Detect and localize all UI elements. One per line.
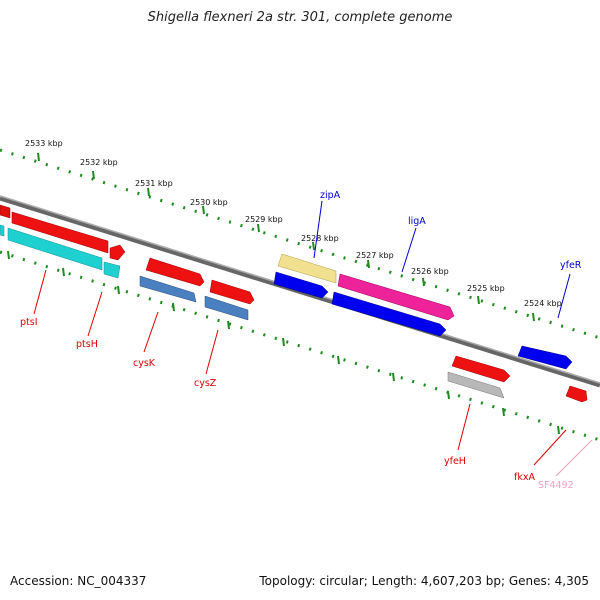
major-ticks bbox=[37, 152, 535, 322]
gene-labels: ptsI ptsH cysK cysZ zipA ligA yfeR yfeH fkxASF44… bbox=[20, 190, 593, 491]
gene-label-yfeH[interactable]: yfeH bbox=[444, 456, 466, 467]
gene-arrow-yfeH-red[interactable] bbox=[451, 355, 511, 383]
scale-tick bbox=[92, 170, 95, 180]
gene-arrow-yfeH[interactable] bbox=[447, 371, 505, 399]
gene-leader-line bbox=[401, 227, 417, 273]
gene-label-SF4492[interactable]: SF4492 bbox=[538, 480, 574, 491]
scale-tick-label: 2528 kbp bbox=[301, 234, 339, 243]
gene-arrow-cysZ-red[interactable] bbox=[209, 279, 255, 305]
scale-tick bbox=[37, 152, 40, 162]
gene-arrow-cysZ[interactable] bbox=[204, 295, 249, 321]
lower-scale-tick bbox=[117, 285, 120, 295]
scale-tick-label: 2533 kbp bbox=[25, 139, 63, 148]
lower-scale-tick bbox=[337, 355, 340, 365]
gene-arrow-yfeR[interactable] bbox=[517, 345, 573, 370]
gene-arrow-cysK[interactable] bbox=[139, 275, 197, 303]
topology-label: Topology: circular; Length: 4,607,203 bp… bbox=[259, 574, 589, 588]
scale-tick bbox=[202, 205, 205, 215]
scale-tick bbox=[477, 295, 480, 305]
lower-scale-tick bbox=[392, 372, 395, 382]
lower-scale-tick bbox=[7, 250, 10, 260]
gene-arrow-cyan-3[interactable] bbox=[103, 261, 121, 279]
gene-leader-line bbox=[87, 291, 103, 337]
gene-label-yfeR[interactable]: yfeR bbox=[560, 260, 582, 271]
gene-leader-line bbox=[457, 403, 471, 451]
lower-scale-tick bbox=[227, 320, 230, 330]
gene-label-ptsI[interactable]: ptsI bbox=[20, 317, 38, 328]
gene-features bbox=[0, 204, 588, 403]
gene-arrow-fkxA[interactable] bbox=[565, 385, 588, 403]
scale-tick-label: 2524 kbp bbox=[524, 299, 562, 308]
scale-tick bbox=[312, 241, 315, 251]
scale-tick bbox=[257, 223, 260, 233]
gene-arrow-zipA[interactable] bbox=[277, 253, 337, 284]
scale-track: 2533 kbp 2532 kbp 2531 kbp 2530 kbp 2529 kbp… bbox=[0, 139, 600, 340]
lower-scale-tick bbox=[172, 302, 175, 312]
gene-arrow-small-1[interactable] bbox=[109, 244, 126, 261]
gene-arrow-cyan-1[interactable] bbox=[0, 224, 5, 237]
scale-tick-label: 2531 kbp bbox=[135, 179, 173, 188]
gene-leader-line bbox=[557, 273, 571, 319]
lower-scale-tick bbox=[282, 337, 285, 347]
gene-arrow-cysK-red[interactable] bbox=[145, 257, 205, 287]
scale-tick bbox=[147, 187, 150, 197]
gene-label-zipA[interactable]: zipA bbox=[320, 190, 341, 201]
gene-label-cysK[interactable]: cysK bbox=[133, 358, 156, 369]
gene-arrow-cyan-2[interactable] bbox=[7, 227, 103, 271]
gene-arrow-ptsH[interactable] bbox=[11, 211, 109, 254]
lower-scale-tick bbox=[502, 407, 505, 417]
lower-scale-track bbox=[0, 250, 600, 442]
gene-arrow-ligA[interactable] bbox=[337, 273, 455, 321]
gene-label-fkxA[interactable]: fkxA bbox=[514, 472, 535, 483]
lower-scale-tick bbox=[62, 267, 65, 277]
gene-arrow-ligA-blue[interactable] bbox=[331, 291, 447, 337]
scale-tick-label: 2527 kbp bbox=[356, 251, 394, 260]
accession-label: Accession: NC_004337 bbox=[10, 574, 147, 588]
scale-tick bbox=[422, 277, 425, 287]
scale-tick-label: 2525 kbp bbox=[467, 284, 505, 293]
scale-tick bbox=[367, 259, 370, 269]
lower-scale-tick bbox=[447, 390, 450, 400]
lower-ticks bbox=[7, 250, 560, 435]
gene-label-ligA[interactable]: ligA bbox=[408, 216, 426, 227]
gene-leader-line bbox=[205, 329, 219, 375]
gene-leader-line bbox=[555, 439, 593, 477]
lower-scale-tick bbox=[557, 425, 560, 435]
gene-leader-line bbox=[33, 269, 47, 315]
scale-tick bbox=[532, 312, 535, 322]
gene-arrow-ptsI[interactable] bbox=[0, 204, 11, 219]
gene-label-cysZ[interactable]: cysZ bbox=[194, 378, 217, 389]
gene-leader-line bbox=[533, 429, 567, 466]
gene-label-ptsH[interactable]: ptsH bbox=[76, 339, 98, 350]
gene-leader-line bbox=[143, 311, 159, 353]
gene-arrow-zipA-blue[interactable] bbox=[273, 271, 329, 299]
scale-tick-label: 2526 kbp bbox=[411, 267, 449, 276]
scale-tick-label: 2532 kbp bbox=[80, 158, 118, 167]
scale-tick-label: 2530 kbp bbox=[190, 198, 228, 207]
tick-labels: 2533 kbp 2532 kbp 2531 kbp 2530 kbp 2529 kbp… bbox=[25, 139, 562, 308]
genome-title: Shigella flexneri 2a str. 301, complete … bbox=[147, 10, 453, 25]
scale-tick-label: 2529 kbp bbox=[245, 215, 283, 224]
gene-leader-line bbox=[313, 200, 323, 259]
